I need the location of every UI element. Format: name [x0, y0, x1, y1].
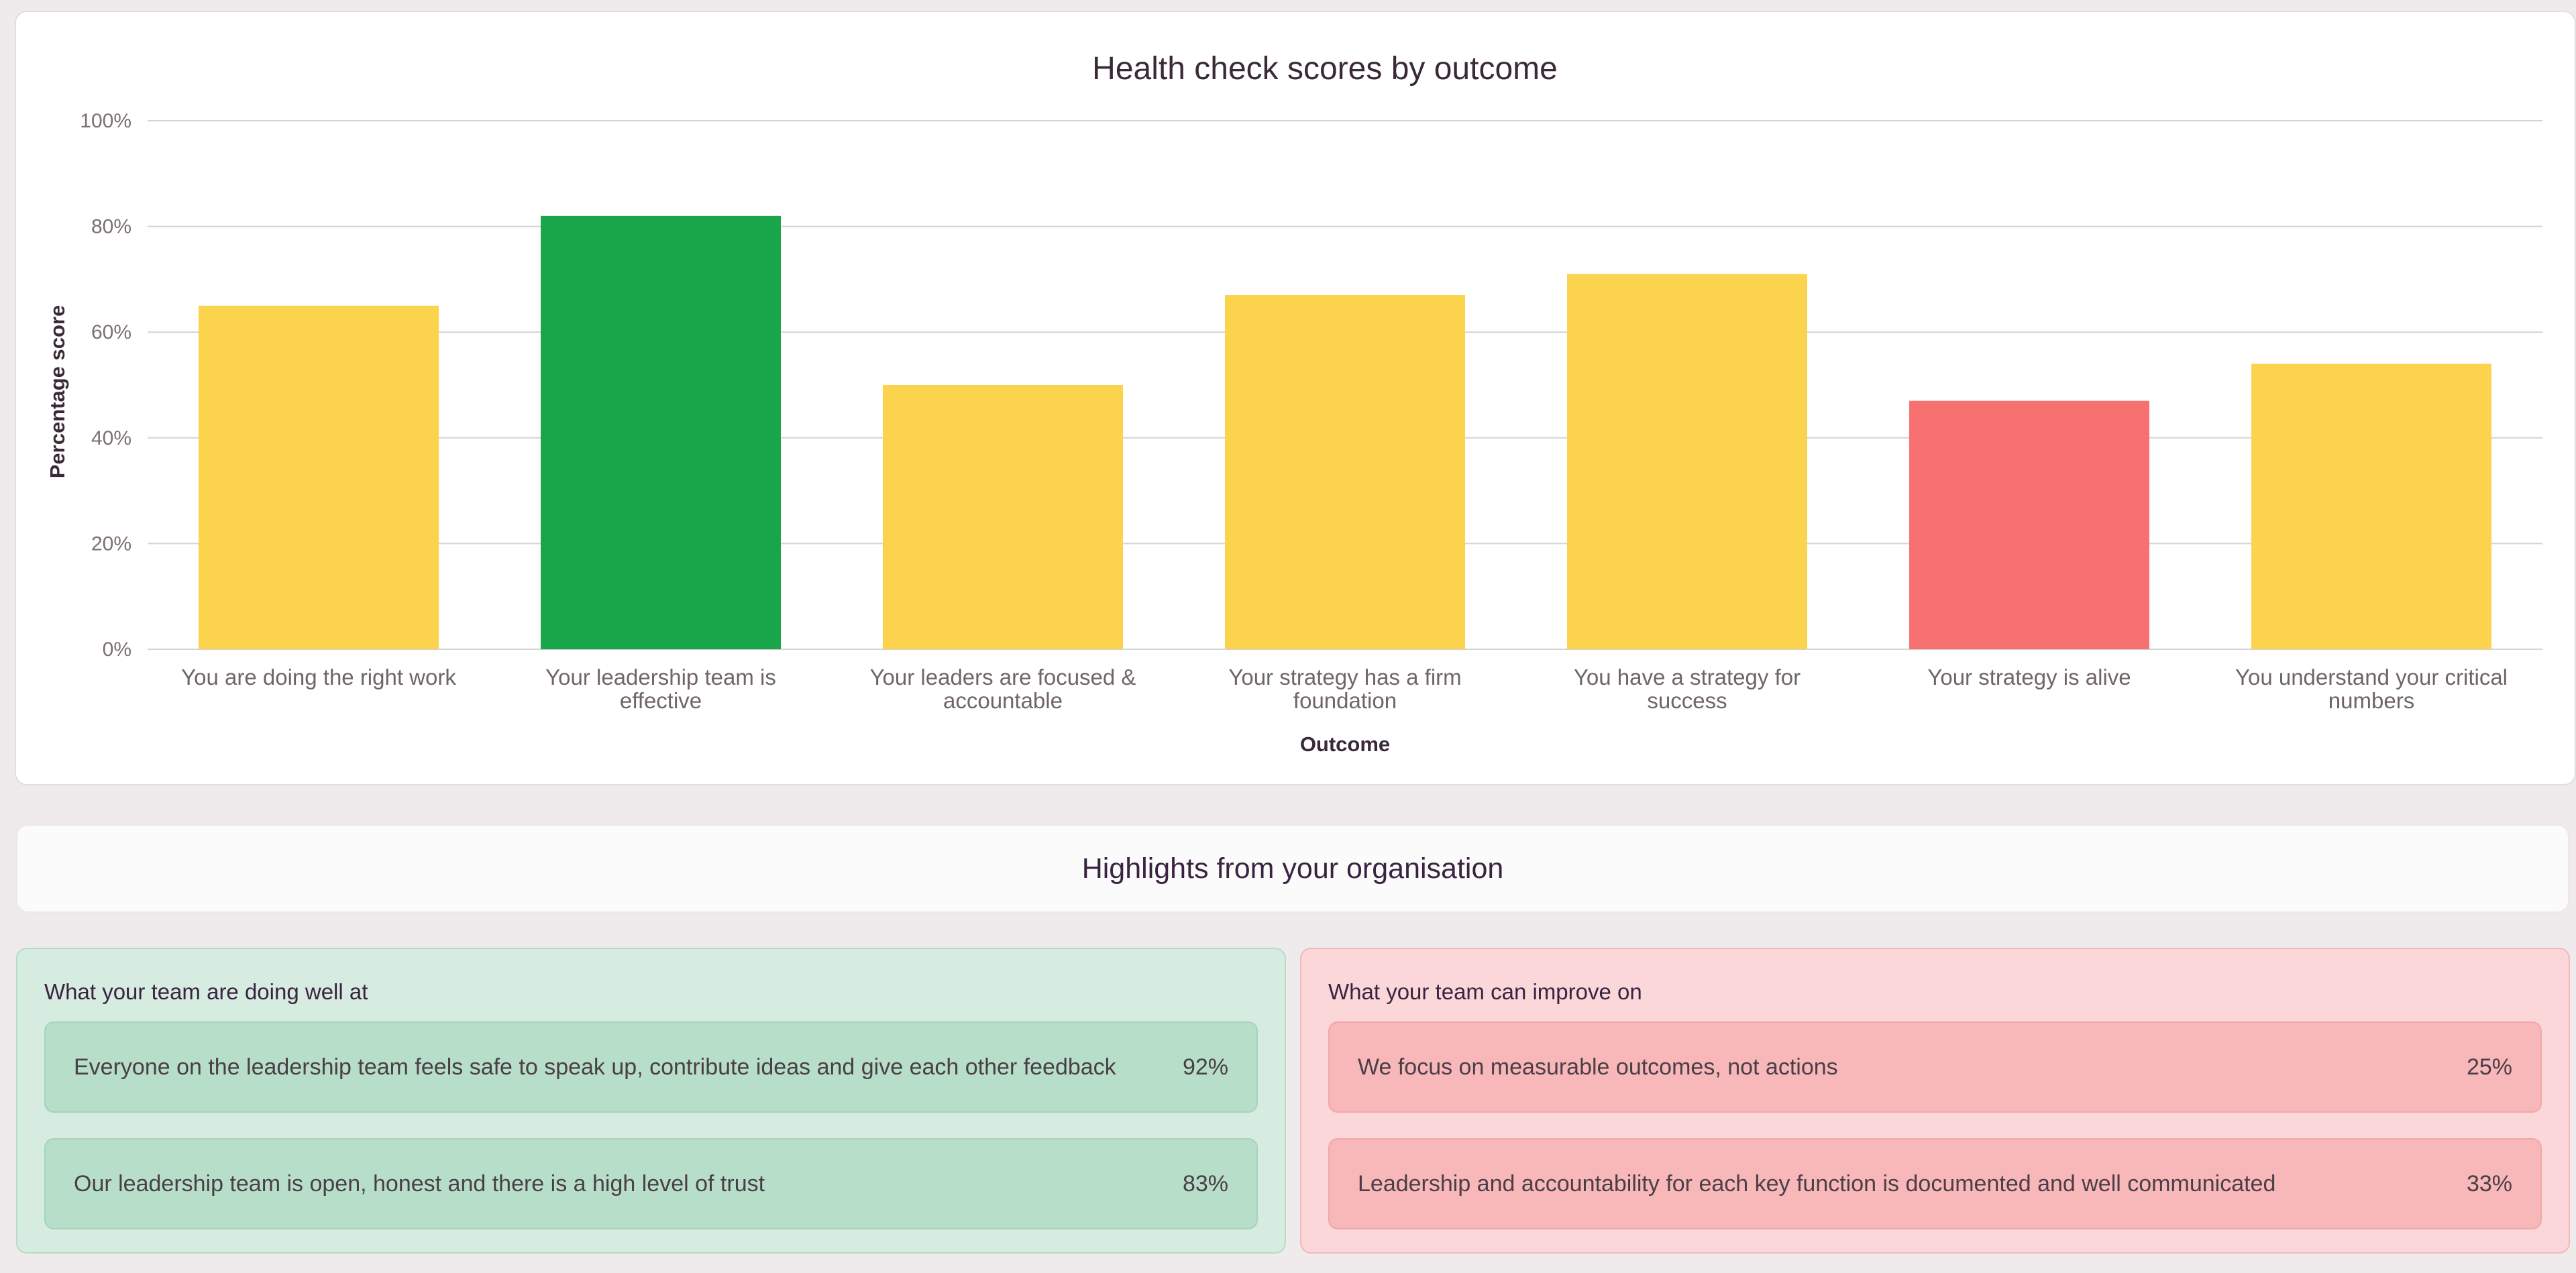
bar-6 — [1909, 400, 2149, 649]
bar-3 — [883, 385, 1123, 649]
item-text: We focus on measurable outcomes, not act… — [1358, 1054, 1838, 1080]
x-tick-label: numbers — [2328, 688, 2414, 713]
improve-on-heading: What your team can improve on — [1328, 979, 1642, 1004]
y-axis-title: Percentage score — [46, 305, 69, 478]
bar-4 — [1225, 295, 1465, 649]
x-tick-label: You have a strategy for — [1574, 665, 1801, 689]
y-tick-label: 80% — [91, 216, 131, 238]
item-text: Leadership and accountability for each k… — [1358, 1170, 2276, 1197]
doing-well-item: Our leadership team is open, honest and … — [44, 1138, 1258, 1229]
improve-on-panel: What your team can improve on We focus o… — [1300, 948, 2570, 1254]
x-tick-label: Your strategy has a firm — [1228, 665, 1461, 689]
x-tick-label: You are doing the right work — [181, 665, 456, 689]
bar-chart: Health check scores by outcome 0% 20% 40% 60… — [46, 51, 2542, 756]
highlights-title: Highlights from your organisation — [1081, 852, 1504, 885]
bar-2 — [541, 215, 781, 650]
improve-on-item: We focus on measurable outcomes, not act… — [1328, 1021, 2542, 1113]
x-tick-label: effective — [620, 688, 702, 713]
item-percentage: 83% — [1182, 1170, 1228, 1197]
x-tick-label: Your leaders are focused & — [870, 665, 1136, 689]
y-tick-label: 40% — [91, 427, 131, 449]
chart-title: Health check scores by outcome — [1092, 51, 1558, 87]
y-tick-label: 0% — [103, 639, 131, 661]
y-tick-label: 100% — [80, 110, 131, 132]
x-tick-label: Your strategy is alive — [1927, 665, 2131, 689]
x-tick-label: accountable — [943, 688, 1063, 713]
item-percentage: 25% — [2466, 1054, 2512, 1080]
y-tick-label: 20% — [91, 533, 131, 555]
chart-card: Health check scores by outcome 0% 20% 40% 60… — [15, 11, 2576, 785]
highlights-header: Highlights from your organisation — [16, 824, 2569, 913]
bar-5 — [1567, 274, 1807, 649]
doing-well-item: Everyone on the leadership team feels sa… — [44, 1021, 1258, 1113]
bar-1 — [199, 305, 439, 649]
doing-well-heading: What your team are doing well at — [44, 979, 368, 1004]
item-text: Everyone on the leadership team feels sa… — [74, 1054, 1116, 1080]
x-tick-label: foundation — [1293, 688, 1397, 713]
item-percentage: 92% — [1182, 1054, 1228, 1080]
item-percentage: 33% — [2466, 1170, 2512, 1197]
doing-well-panel: What your team are doing well at Everyon… — [16, 948, 1286, 1254]
y-tick-label: 60% — [91, 321, 131, 343]
item-text: Our leadership team is open, honest and … — [74, 1170, 765, 1197]
x-axis-title: Outcome — [1300, 732, 1390, 756]
improve-on-item: Leadership and accountability for each k… — [1328, 1138, 2542, 1229]
x-tick-label: Your leadership team is — [545, 665, 776, 689]
x-tick-label: You understand your critical — [2235, 665, 2508, 689]
bar-7 — [2251, 364, 2491, 649]
x-tick-label: success — [1647, 688, 1727, 713]
